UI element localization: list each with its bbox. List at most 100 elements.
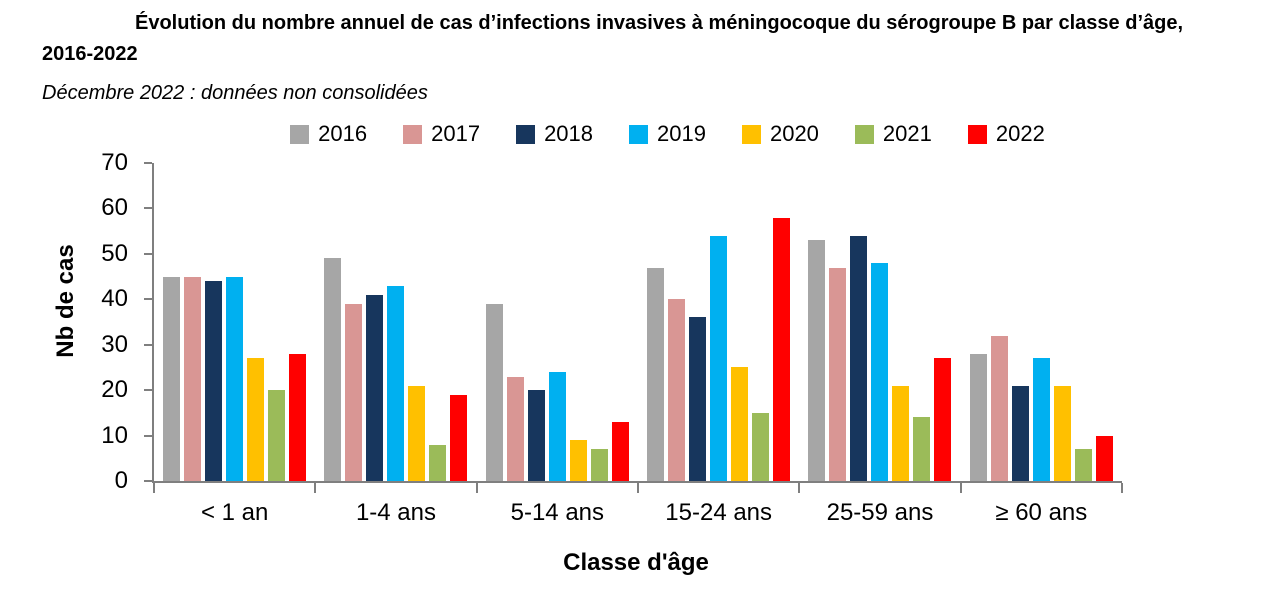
bar-2018 — [850, 235, 868, 481]
bar-2017 — [345, 303, 363, 481]
bar-group — [799, 235, 960, 481]
bar-2016 — [163, 276, 181, 481]
y-axis-tick — [144, 389, 152, 392]
legend-label: 2016 — [318, 121, 368, 146]
legend-item: 2016 — [290, 121, 367, 147]
bar-2016 — [969, 353, 987, 481]
y-axis-tick — [144, 480, 152, 482]
y-axis-tick-label: 70 — [101, 149, 128, 176]
legend-label: 2020 — [769, 121, 819, 146]
legend-label: 2021 — [882, 121, 932, 146]
chart-legend: 2016 2017 2018 2019 2020 2021 2022 — [55, 121, 1280, 147]
bar-2017 — [668, 299, 686, 481]
bar-group — [154, 276, 315, 481]
x-axis-category-label: 1-4 ans — [355, 499, 437, 526]
x-axis-tick — [153, 483, 155, 493]
bar-2017 — [506, 376, 524, 481]
legend-swatch-2016 — [290, 124, 310, 144]
bar-2020 — [408, 385, 426, 481]
bar-2016 — [808, 240, 826, 481]
bar-2019 — [387, 285, 405, 481]
bar-2017 — [184, 276, 202, 481]
chart-title: Évolution du nombre annuel de cas d’infe… — [42, 12, 1184, 65]
y-axis-tick-label: 30 — [101, 330, 128, 358]
bar-2021 — [752, 412, 770, 481]
plot-area: 0 10 20 30 40 50 60 70 < 1 an 1-4 ans 5-14 ans 15-2… — [101, 150, 1123, 526]
bar-2019 — [226, 276, 244, 481]
bar-2020 — [731, 367, 749, 481]
bar-2019 — [710, 235, 728, 481]
x-axis-category-label: < 1 an — [200, 499, 269, 526]
y-axis-tick — [144, 207, 152, 210]
legend-item: 2020 — [741, 121, 819, 147]
legend-item: 2017 — [403, 121, 480, 147]
x-axis-tick — [798, 483, 801, 493]
report-page: Évolution du nombre annuel de cas d’infe… — [0, 8, 1280, 581]
x-axis-tick — [1121, 483, 1123, 493]
bar-2019 — [871, 262, 889, 481]
bar-2019 — [1032, 358, 1050, 481]
legend-swatch-2019 — [629, 124, 649, 144]
bar-2020 — [569, 440, 587, 481]
bar-group — [315, 258, 476, 481]
x-axis-tick — [475, 483, 478, 493]
bar-2022 — [773, 217, 791, 481]
x-axis-tick — [314, 483, 317, 493]
bar-2016 — [647, 267, 665, 481]
bar-2022 — [1095, 435, 1113, 481]
bar-2016 — [324, 258, 342, 481]
legend-item: 2022 — [967, 121, 1045, 147]
y-axis-tick — [144, 343, 152, 346]
bar-2018 — [689, 317, 707, 481]
bar-group — [961, 335, 1122, 481]
bar-2018 — [205, 281, 223, 481]
y-axis-tick-label: 10 — [101, 421, 128, 449]
legend-item: 2019 — [629, 121, 706, 147]
bar-2022 — [611, 421, 629, 481]
bar-2018 — [1011, 385, 1029, 481]
bar-2021 — [268, 390, 286, 481]
bar-2022 — [289, 353, 307, 481]
y-axis-tick-label: 20 — [101, 376, 128, 404]
bar-2017 — [829, 267, 847, 481]
bar-2021 — [913, 417, 931, 481]
bar-2018 — [527, 390, 545, 481]
legend-label: 2019 — [657, 121, 706, 146]
y-axis-tick-label: 40 — [101, 285, 128, 313]
legend-item: 2018 — [516, 121, 593, 147]
legend-swatch-2021 — [854, 124, 874, 144]
y-axis-tick — [144, 162, 152, 164]
x-axis-category-label: ≥ 60 ans — [995, 499, 1088, 526]
x-axis-tick — [959, 483, 962, 493]
legend-swatch-2018 — [516, 124, 536, 144]
y-axis-tick — [144, 252, 152, 255]
bar-2017 — [990, 335, 1008, 481]
y-axis-tick-label: 50 — [101, 239, 128, 267]
legend-label: 2017 — [431, 121, 481, 146]
y-axis-tick — [144, 298, 152, 301]
legend-swatch-2022 — [967, 124, 987, 144]
bar-2020 — [1053, 385, 1071, 481]
bar-2022 — [934, 358, 952, 481]
bar-2020 — [247, 358, 265, 481]
bar-2021 — [1074, 449, 1092, 481]
x-axis-category-label: 15-24 ans — [665, 499, 773, 526]
legend-item: 2021 — [854, 121, 932, 147]
bar-2022 — [450, 394, 468, 481]
legend-label: 2018 — [544, 121, 594, 146]
legend-swatch-2017 — [403, 124, 423, 144]
legend-label: 2022 — [995, 121, 1045, 146]
x-axis-tick — [637, 483, 639, 493]
bar-group — [638, 217, 799, 481]
y-axis-title: Nb de cas — [52, 244, 79, 358]
chart-subtitle: Décembre 2022 : données non consolidées — [42, 82, 428, 104]
bar-group — [477, 303, 638, 481]
bar-2021 — [590, 449, 608, 481]
legend-swatch-2020 — [741, 124, 761, 144]
y-axis-tick-label: 0 — [114, 467, 128, 494]
bar-2018 — [366, 294, 384, 481]
y-axis-tick-label: 60 — [101, 194, 128, 222]
x-axis-category-label: 5-14 ans — [510, 499, 605, 526]
x-axis-title: Classe d'âge — [563, 549, 709, 576]
bar-2021 — [429, 444, 447, 481]
